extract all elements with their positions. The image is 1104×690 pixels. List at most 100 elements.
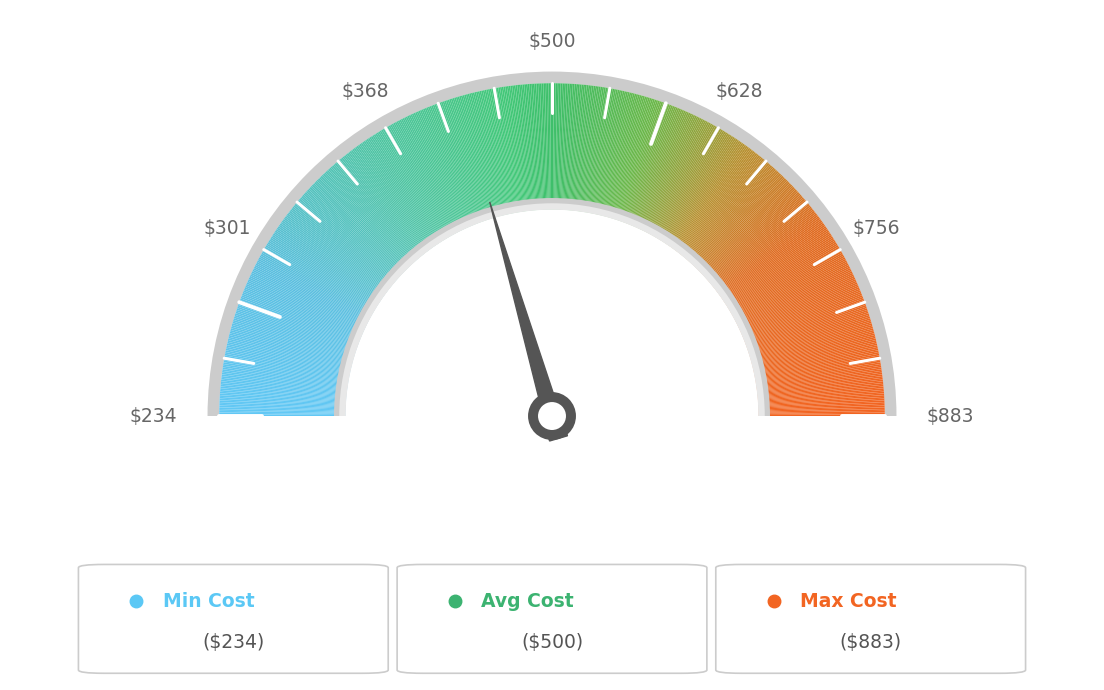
Wedge shape <box>254 266 368 324</box>
Wedge shape <box>677 151 755 253</box>
Wedge shape <box>686 163 769 260</box>
Wedge shape <box>614 99 654 219</box>
Wedge shape <box>728 241 836 308</box>
Wedge shape <box>232 323 354 359</box>
Wedge shape <box>220 407 346 412</box>
Wedge shape <box>742 287 860 337</box>
Wedge shape <box>378 131 445 240</box>
Wedge shape <box>757 392 884 402</box>
Wedge shape <box>500 87 521 213</box>
Wedge shape <box>269 239 378 307</box>
Wedge shape <box>669 141 742 246</box>
Wedge shape <box>732 254 843 317</box>
Wedge shape <box>683 159 765 258</box>
Wedge shape <box>595 90 623 215</box>
Wedge shape <box>237 306 357 349</box>
Wedge shape <box>590 89 614 213</box>
Wedge shape <box>638 113 692 229</box>
Wedge shape <box>225 352 350 377</box>
Wedge shape <box>736 266 850 324</box>
Wedge shape <box>227 340 351 370</box>
Wedge shape <box>339 204 765 416</box>
Wedge shape <box>325 172 412 266</box>
Wedge shape <box>516 85 530 211</box>
Text: $234: $234 <box>130 406 178 426</box>
Wedge shape <box>446 100 487 221</box>
Wedge shape <box>597 91 626 215</box>
Wedge shape <box>460 95 497 217</box>
Wedge shape <box>309 187 402 275</box>
Wedge shape <box>401 119 459 232</box>
Wedge shape <box>630 108 679 226</box>
Wedge shape <box>400 119 458 233</box>
Wedge shape <box>236 308 357 351</box>
Circle shape <box>538 402 566 430</box>
Wedge shape <box>553 83 555 210</box>
Wedge shape <box>251 275 365 329</box>
Wedge shape <box>689 168 775 263</box>
Wedge shape <box>648 122 709 234</box>
Wedge shape <box>757 388 884 400</box>
Circle shape <box>528 392 576 440</box>
Wedge shape <box>466 94 500 217</box>
Wedge shape <box>697 178 786 269</box>
Wedge shape <box>655 127 719 237</box>
Wedge shape <box>561 83 567 210</box>
Wedge shape <box>740 277 856 331</box>
Wedge shape <box>220 406 346 411</box>
Wedge shape <box>315 182 405 272</box>
Wedge shape <box>758 400 884 407</box>
Wedge shape <box>609 97 647 218</box>
Wedge shape <box>412 113 466 229</box>
Wedge shape <box>662 135 732 242</box>
Wedge shape <box>666 138 736 244</box>
Wedge shape <box>513 86 529 211</box>
Wedge shape <box>235 311 357 353</box>
Wedge shape <box>712 206 811 287</box>
Wedge shape <box>363 141 436 246</box>
Wedge shape <box>739 273 853 328</box>
Wedge shape <box>591 89 616 213</box>
Wedge shape <box>220 388 347 400</box>
Wedge shape <box>649 123 711 235</box>
Wedge shape <box>618 101 660 221</box>
Wedge shape <box>755 357 880 381</box>
Wedge shape <box>392 124 454 235</box>
Wedge shape <box>601 92 631 216</box>
Wedge shape <box>463 95 498 217</box>
Wedge shape <box>546 83 550 210</box>
Wedge shape <box>422 109 473 226</box>
Wedge shape <box>733 256 845 317</box>
Wedge shape <box>225 351 350 376</box>
Wedge shape <box>326 171 412 265</box>
Wedge shape <box>721 226 826 299</box>
Text: Max Cost: Max Cost <box>800 592 896 611</box>
Wedge shape <box>588 88 613 213</box>
Wedge shape <box>624 104 670 223</box>
Wedge shape <box>248 279 364 332</box>
Wedge shape <box>286 215 388 292</box>
Wedge shape <box>258 259 370 319</box>
Wedge shape <box>559 83 564 210</box>
Wedge shape <box>708 199 805 282</box>
Wedge shape <box>538 83 544 210</box>
Wedge shape <box>745 298 864 344</box>
Wedge shape <box>617 100 658 221</box>
Wedge shape <box>751 326 873 362</box>
Wedge shape <box>660 132 728 241</box>
Wedge shape <box>608 96 645 218</box>
Wedge shape <box>682 159 764 257</box>
Wedge shape <box>593 90 619 214</box>
Wedge shape <box>346 210 758 416</box>
Wedge shape <box>403 118 460 232</box>
Wedge shape <box>648 121 708 234</box>
Wedge shape <box>376 132 444 241</box>
Wedge shape <box>290 209 391 288</box>
Wedge shape <box>358 145 433 248</box>
Wedge shape <box>723 230 829 302</box>
Wedge shape <box>495 88 518 213</box>
Wedge shape <box>222 376 347 393</box>
Wedge shape <box>224 359 349 382</box>
Wedge shape <box>357 146 432 249</box>
Wedge shape <box>220 409 346 413</box>
